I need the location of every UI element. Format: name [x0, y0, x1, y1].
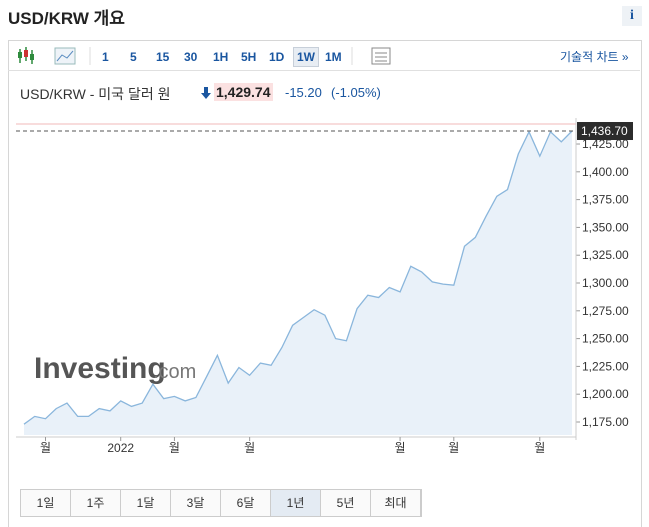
toolbar-icon-2[interactable]	[348, 45, 398, 67]
price-line	[23, 130, 573, 425]
y-tick-label: 1,300.00	[582, 276, 629, 290]
y-tick-label: 1,375.00	[582, 193, 629, 207]
tech-chart-link[interactable]: 기술적 차트 »	[560, 50, 629, 64]
range-button[interactable]: 1주	[71, 490, 121, 516]
y-tick-label: 1,175.00	[582, 415, 629, 429]
range-selector: 1일 1주 1달 3달 6달 1년 5년 최대	[20, 489, 422, 517]
toolbar	[8, 40, 640, 71]
x-tick-label: 월	[169, 441, 180, 455]
range-button[interactable]: 최대	[371, 490, 421, 516]
chart: Investing .com 1,175.00 1,200.00 1,225.00 1…	[16, 118, 633, 455]
y-tick-label: 1,425.00	[582, 137, 629, 151]
interval-button[interactable]: 15	[156, 50, 170, 64]
range-button[interactable]: 1달	[121, 490, 171, 516]
range-button[interactable]: 3달	[171, 490, 221, 516]
watermark-suffix: .com	[153, 361, 196, 383]
range-button[interactable]: 6달	[221, 490, 271, 516]
quote-price: 1,429.74	[214, 83, 273, 101]
current-price-box	[577, 122, 633, 141]
info-button[interactable]: i	[622, 6, 642, 26]
interval-button[interactable]: 1M	[325, 50, 342, 64]
y-tick-label: 1,275.00	[582, 304, 629, 318]
quote-change: -15.20	[285, 85, 322, 100]
range-button[interactable]: 5년	[321, 490, 371, 516]
quote-name: USD/KRW - 미국 달러 원	[20, 86, 171, 102]
quote-change-pct: (-1.05%)	[331, 85, 381, 100]
y-tick-label: 1,350.00	[582, 220, 629, 234]
interval-button[interactable]: 5	[130, 50, 137, 64]
x-tick-label: 월	[40, 441, 51, 455]
interval-button[interactable]: 1D	[269, 50, 285, 64]
down-arrow	[201, 87, 211, 99]
x-tick-label: 월	[395, 441, 406, 455]
area-fill	[24, 131, 572, 435]
x-tick-label: 월	[534, 441, 545, 455]
toolbar-icons[interactable]	[16, 45, 126, 67]
range-button[interactable]: 1년	[271, 490, 321, 516]
x-tick-label: 월	[244, 441, 255, 455]
interval-button[interactable]: 1H	[213, 50, 229, 64]
interval-button[interactable]: 1W	[293, 47, 319, 67]
y-tick-label: 1,225.00	[582, 359, 629, 373]
range-button[interactable]: 1일	[21, 490, 71, 516]
interval-button[interactable]: 5H	[241, 50, 257, 64]
interval-button[interactable]: 1	[102, 50, 109, 64]
x-tick-label: 월	[448, 441, 459, 455]
y-tick-label: 1,400.00	[582, 165, 629, 179]
x-tick-label: 2022	[107, 441, 134, 455]
y-tick-label: 1,325.00	[582, 248, 629, 262]
watermark-brand: Investing	[34, 352, 166, 385]
widget-title: USD/KRW 개요	[8, 9, 125, 28]
y-tick-label: 1,250.00	[582, 332, 629, 346]
y-tick-label: 1,200.00	[582, 387, 629, 401]
current-price-label: 1,436.70	[581, 124, 628, 138]
widget-frame	[8, 40, 642, 527]
interval-button[interactable]: 30	[184, 50, 198, 64]
